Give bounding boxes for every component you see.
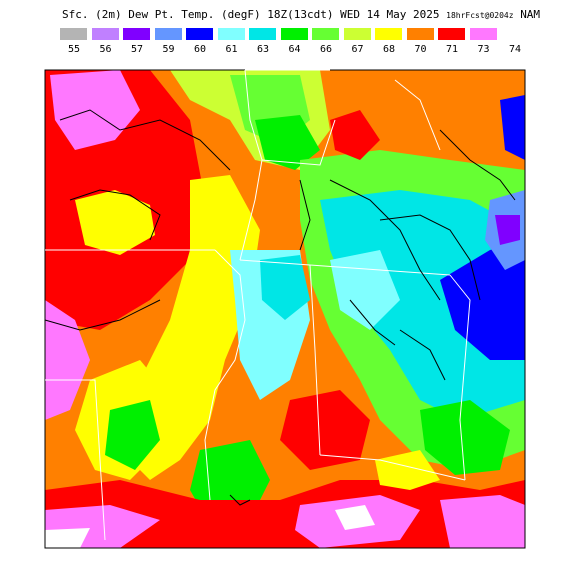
dewpoint-field — [45, 70, 525, 548]
legend-label: 74 — [508, 44, 522, 55]
legend-swatch — [123, 28, 150, 40]
legend-label: 73 — [477, 44, 490, 55]
legend-label: 60 — [193, 44, 207, 55]
legend-swatch — [312, 28, 339, 40]
terrain-contours — [44, 109, 516, 506]
legend-label: 55 — [67, 44, 81, 55]
state-boundaries — [45, 69, 471, 541]
legend-label: 56 — [99, 44, 112, 55]
legend-swatch — [469, 28, 497, 40]
color-legend: 55 56 57 59 60 61 63 64 66 67 68 70 71 73 74 — [0, 0, 572, 60]
legend-swatch — [186, 28, 213, 40]
legend-swatch — [154, 28, 182, 40]
legend-swatch — [343, 28, 371, 40]
title-forecast: 18hrFcst@0204z — [446, 11, 514, 20]
legend-label: 66 — [319, 44, 333, 55]
legend-label: 57 — [130, 44, 144, 55]
legend-label: 61 — [225, 44, 238, 55]
legend-swatch — [280, 28, 308, 40]
legend-swatch — [406, 28, 434, 40]
title-model: NAM — [520, 8, 541, 21]
legend-swatch — [91, 28, 119, 40]
legend-swatch — [375, 28, 402, 40]
legend-label: 68 — [382, 44, 396, 55]
legend-swatch — [438, 28, 465, 40]
legend-label: 59 — [162, 44, 175, 55]
legend-label: 71 — [445, 44, 459, 55]
legend-label: 67 — [351, 44, 364, 55]
legend-label: 70 — [414, 44, 427, 55]
legend-swatch — [217, 28, 245, 40]
legend-swatch — [249, 28, 276, 40]
legend-swatch — [60, 28, 87, 40]
map-title: Sfc. (2m) Dew Pt. Temp. (degF) 18Z(13cdt… — [62, 8, 540, 21]
legend-label: 64 — [288, 44, 301, 55]
title-main: Sfc. (2m) Dew Pt. Temp. (degF) 18Z(13cdt… — [62, 8, 440, 21]
legend-label: 63 — [256, 44, 270, 55]
